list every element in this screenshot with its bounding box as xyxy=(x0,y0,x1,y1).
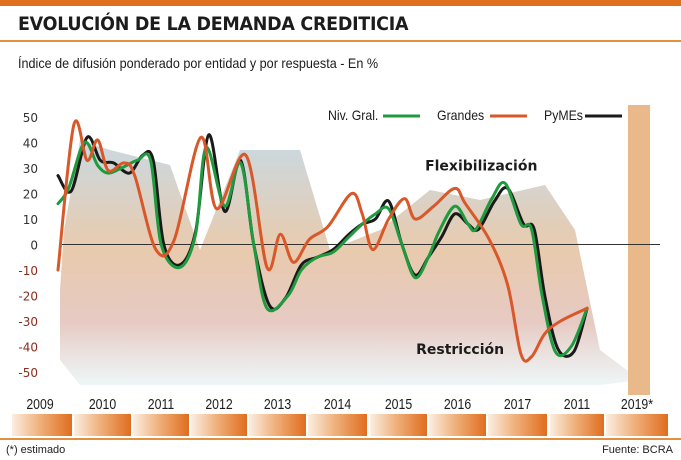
year-bar xyxy=(12,414,72,436)
chart-title: EVOLUCIÓN DE LA DEMANDA CREDITICIA xyxy=(18,13,409,35)
y-tick-label: -40 xyxy=(18,341,38,355)
x-tick-label: 2011 xyxy=(148,396,174,412)
top-accent-bar xyxy=(0,0,681,6)
year-bar xyxy=(606,414,668,436)
year-bar xyxy=(249,414,306,436)
x-tick-label: 2012 xyxy=(205,396,232,412)
footer-divider xyxy=(0,438,681,440)
x-tick-label: 2015 xyxy=(385,396,413,412)
x-tick-label: 2014 xyxy=(324,396,352,412)
x-tick-label: 2010 xyxy=(89,396,117,412)
year-bar xyxy=(488,414,547,436)
title-divider xyxy=(0,40,681,42)
year-bar xyxy=(191,414,247,436)
series-line-niv-gral xyxy=(56,140,589,358)
y-tick-label: 0 xyxy=(30,239,38,253)
footnote: (*) estimado xyxy=(6,444,66,456)
x-tick-label: 2019* xyxy=(621,396,654,412)
annotation-flexibilizacion: Flexibilización xyxy=(425,159,537,175)
y-tick-label: 30 xyxy=(23,162,38,176)
legend-label: Niv. Gral. xyxy=(328,107,378,123)
x-tick-label: 2017 xyxy=(504,396,531,412)
chart-subtitle: Índice de difusión ponderado por entidad… xyxy=(18,55,379,71)
y-tick-label: -10 xyxy=(18,264,38,278)
x-tick-label: 2011 xyxy=(564,396,590,412)
x-tick-label: 2013 xyxy=(264,396,292,412)
legend: Niv. Gral. Grandes PyMEs xyxy=(328,107,622,123)
y-tick-label: 20 xyxy=(23,188,38,202)
y-tick-label: -30 xyxy=(18,315,38,329)
year-bar xyxy=(308,414,367,436)
x-tick-label: 2016 xyxy=(444,396,472,412)
year-bar xyxy=(370,414,427,436)
y-tick-label: -20 xyxy=(18,290,38,304)
x-tick-label: 2009 xyxy=(26,396,53,412)
y-axis: 50 40 30 20 10 0 -10 -20 -30 -40 -50 xyxy=(18,111,38,380)
year-bar xyxy=(429,414,486,436)
series-line-grandes xyxy=(56,119,589,363)
year-bar xyxy=(74,414,131,436)
legend-label: Grandes xyxy=(437,107,485,123)
y-tick-label: 40 xyxy=(23,137,38,151)
source-credit: Fuente: BCRA xyxy=(602,444,673,456)
legend-label: PyMEs xyxy=(544,107,583,123)
y-tick-label: -50 xyxy=(18,366,38,380)
y-tick-label: 10 xyxy=(23,213,38,227)
y-tick-label: 50 xyxy=(23,111,38,125)
year-bar xyxy=(133,414,189,436)
year-bar xyxy=(550,414,604,436)
annotation-restriccion: Restricción xyxy=(416,342,504,358)
estimate-highlight-band xyxy=(628,105,650,395)
x-axis-years: 2009 2010 2011 2012 2013 2014 2015 2016 2017 2011… xyxy=(12,396,668,436)
